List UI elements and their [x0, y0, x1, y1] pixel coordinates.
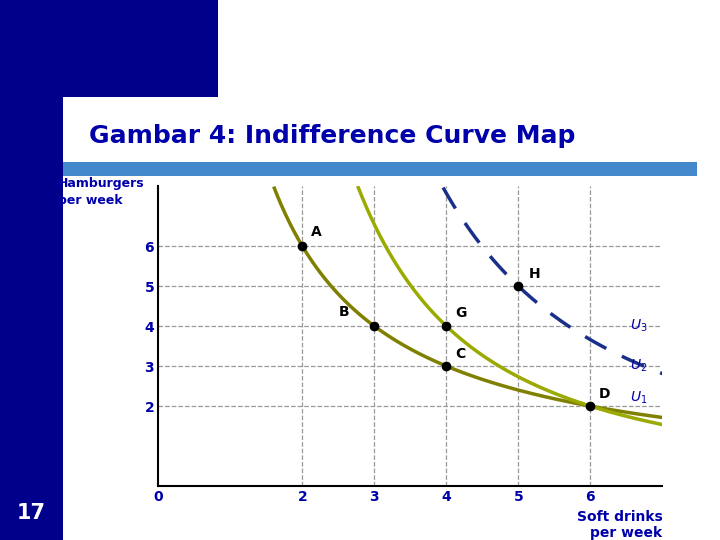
Text: $U_3$: $U_3$ [630, 318, 647, 334]
Text: $U_1$: $U_1$ [630, 390, 647, 406]
Text: A: A [311, 225, 322, 239]
Text: $U_2$: $U_2$ [630, 358, 647, 374]
Text: 17: 17 [17, 503, 46, 523]
Text: H: H [529, 267, 541, 281]
Text: C: C [455, 347, 465, 361]
X-axis label: Soft drinks
per week: Soft drinks per week [577, 510, 662, 540]
Text: G: G [455, 306, 467, 320]
Text: Gambar 4: Indifference Curve Map: Gambar 4: Indifference Curve Map [89, 124, 576, 148]
Text: B: B [338, 305, 349, 319]
Text: D: D [599, 387, 611, 401]
Text: Hamburgers
per week: Hamburgers per week [58, 177, 144, 207]
